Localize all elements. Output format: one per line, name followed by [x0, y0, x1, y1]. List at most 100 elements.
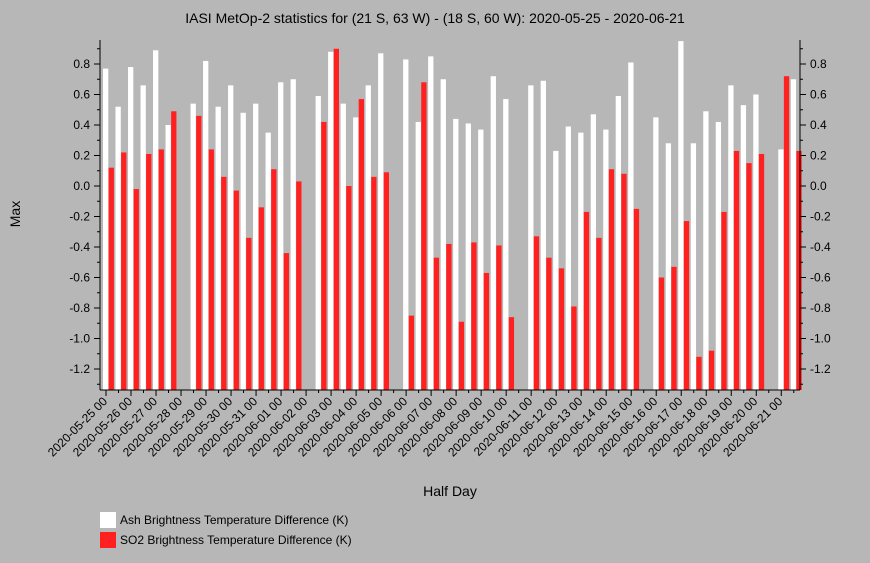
y-tick-label-left-5: -0.2 — [69, 210, 90, 224]
legend-swatch-ash — [100, 512, 116, 528]
so2-bar-11 — [246, 237, 252, 390]
so2-bar-47 — [696, 356, 702, 390]
ash-bar-10 — [228, 85, 234, 390]
chart-title: IASI MetOp-2 statistics for (21 S, 63 W)… — [185, 10, 685, 26]
ash-bar-41 — [615, 96, 622, 391]
ash-bar-19 — [340, 103, 346, 391]
legend: Ash Brightness Temperature Difference (K… — [100, 512, 352, 548]
so2-bar-45 — [671, 266, 677, 390]
y-tick-label-left-6: 0.0 — [73, 179, 90, 193]
ash-bar-20 — [353, 117, 359, 391]
so2-bar-44 — [658, 277, 665, 390]
so2-bar-18 — [333, 48, 339, 390]
so2-bar-14 — [283, 253, 289, 390]
so2-bar-26 — [433, 257, 440, 390]
x-axis-title: Half Day — [423, 483, 477, 499]
so2-bar-52 — [758, 153, 765, 390]
ash-bar-34 — [528, 85, 534, 390]
ash-bar-39 — [590, 114, 596, 391]
ash-bar-22 — [378, 53, 384, 390]
legend-label-ash: Ash Brightness Temperature Difference (K… — [120, 513, 348, 527]
ash-bar-51 — [740, 105, 747, 390]
so2-bar-12 — [258, 207, 264, 390]
ash-bar-26 — [428, 56, 434, 391]
y-tick-label-left-10: 0.8 — [73, 57, 90, 71]
ash-bar-45 — [665, 143, 672, 390]
so2-bar-8 — [208, 149, 214, 390]
y-tick-label-right-9: 0.6 — [810, 88, 827, 102]
ash-bar-31 — [490, 76, 496, 390]
ash-bar-14 — [278, 82, 284, 391]
y-axis-title: Max — [7, 201, 23, 227]
y-tick-label-left-9: 0.6 — [73, 88, 90, 102]
y-tick-label-left-8: 0.4 — [73, 118, 90, 132]
so2-bar-40 — [608, 169, 615, 390]
y-tick-label-right-10: 0.8 — [810, 57, 827, 71]
ash-bar-12 — [253, 103, 259, 391]
y-tick-label-right-0: -1.2 — [810, 362, 831, 376]
y-tick-label-left-1: -1.0 — [69, 332, 90, 346]
y-tick-label-right-3: -0.6 — [810, 271, 831, 285]
ash-bar-52 — [753, 94, 759, 390]
y-tick-label-left-4: -0.4 — [69, 240, 90, 254]
ash-bar-17 — [315, 96, 321, 391]
so2-bar-24 — [408, 315, 415, 391]
so2-bar-20 — [358, 99, 364, 391]
so2-bar-0 — [108, 167, 114, 390]
so2-bar-17 — [321, 121, 327, 390]
so2-bar-10 — [233, 190, 239, 390]
y-tick-label-left-0: -1.2 — [69, 362, 90, 376]
y-tick-label-right-1: -1.0 — [810, 332, 831, 346]
ash-bar-40 — [603, 129, 609, 390]
so2-bar-35 — [546, 257, 552, 390]
ash-bar-55 — [790, 79, 797, 390]
so2-bar-1 — [121, 152, 127, 390]
so2-bar-30 — [483, 272, 490, 390]
ash-bar-18 — [328, 51, 334, 391]
so2-bar-32 — [508, 317, 515, 390]
ash-bar-44 — [653, 117, 659, 391]
so2-bar-29 — [471, 242, 477, 390]
ash-bar-25 — [415, 121, 421, 390]
so2-bar-13 — [271, 169, 277, 390]
ash-bar-24 — [403, 59, 409, 391]
ash-bar-21 — [365, 85, 371, 390]
so2-bar-48 — [708, 350, 715, 390]
so2-bar-50 — [733, 150, 740, 390]
so2-bar-9 — [221, 176, 227, 390]
so2-bar-27 — [446, 243, 452, 390]
so2-bar-25 — [421, 82, 427, 391]
so2-bar-39 — [596, 237, 602, 390]
so2-bar-36 — [558, 268, 565, 390]
ash-bar-50 — [728, 85, 734, 390]
so2-bar-3 — [146, 153, 152, 390]
y-tick-label-right-6: 0.0 — [810, 179, 827, 193]
ash-bar-11 — [240, 112, 246, 391]
y-tick-label-left-7: 0.2 — [73, 149, 90, 163]
so2-bar-54 — [783, 76, 790, 390]
bars-group — [103, 41, 802, 391]
y-tick-label-right-2: -0.8 — [810, 301, 831, 315]
y-tick-label-right-5: -0.2 — [810, 210, 831, 224]
ash-bar-15 — [290, 79, 296, 390]
ash-bar-9 — [215, 106, 221, 390]
so2-bar-31 — [496, 245, 502, 390]
so2-bar-5 — [171, 111, 177, 391]
so2-bar-19 — [346, 186, 352, 390]
ash-bar-27 — [440, 79, 446, 390]
so2-bar-37 — [571, 306, 577, 390]
ash-bar-37 — [565, 126, 571, 391]
ash-bar-32 — [503, 99, 509, 391]
ash-bar-4 — [153, 50, 159, 391]
so2-bar-15 — [296, 181, 302, 390]
so2-bar-34 — [533, 236, 540, 390]
ash-bar-49 — [715, 121, 722, 390]
y-tick-label-right-7: 0.2 — [810, 149, 827, 163]
so2-bar-41 — [621, 173, 627, 390]
so2-bar-2 — [133, 189, 139, 390]
so2-bar-7 — [196, 115, 202, 390]
ash-bar-28 — [453, 118, 459, 391]
ash-bar-29 — [465, 123, 471, 390]
ash-bar-0 — [103, 68, 109, 391]
